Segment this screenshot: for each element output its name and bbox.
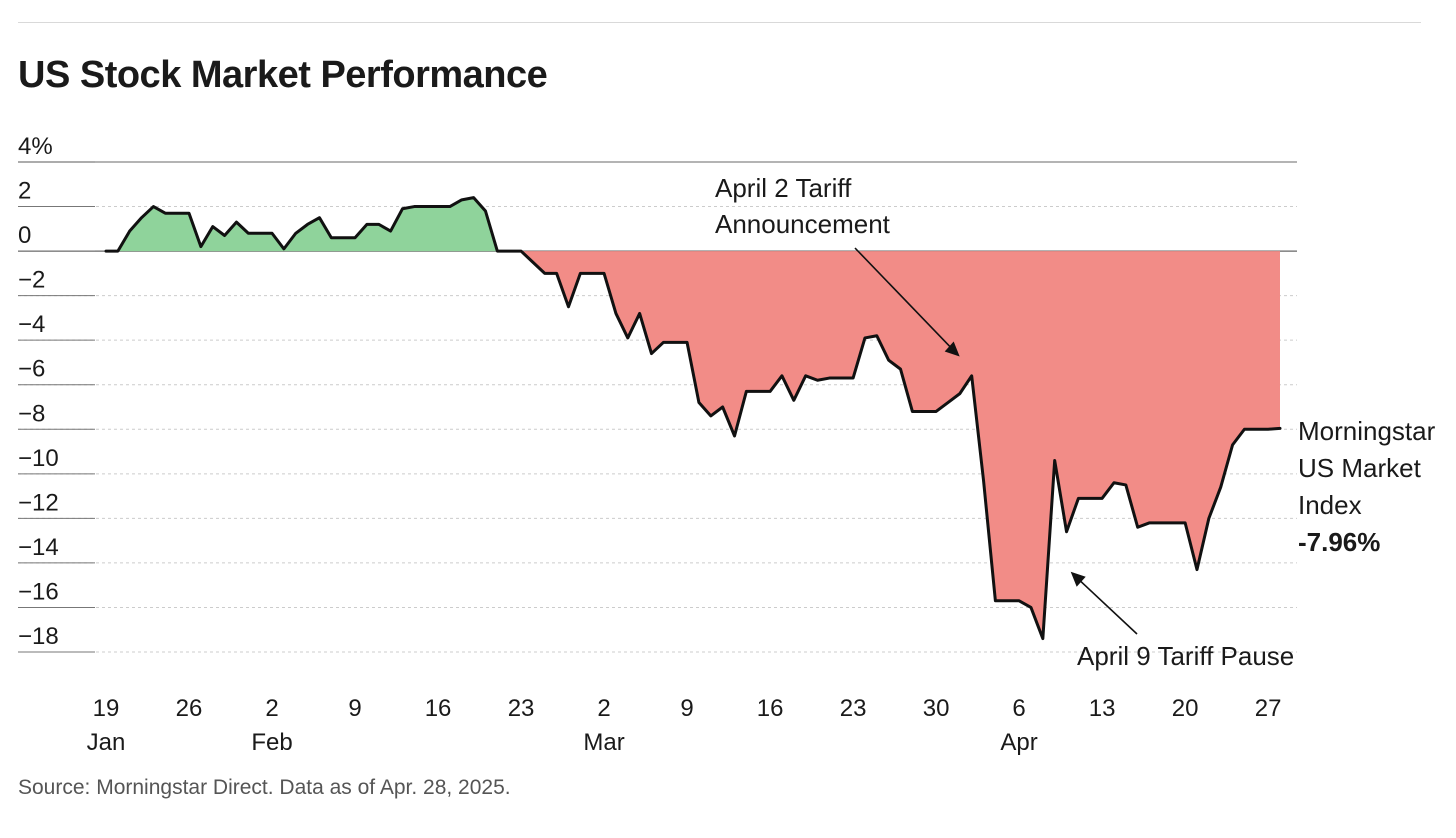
ytick-label: −10 xyxy=(18,445,59,472)
ytick-label: −18 xyxy=(18,623,59,650)
xtick-day-label: 26 xyxy=(176,695,203,722)
annotation-tariff-announcement: April 2 Tariff xyxy=(715,173,852,203)
annotation-arrowhead xyxy=(944,341,960,357)
annotation-arrow-line xyxy=(1074,575,1138,635)
xtick-month-label: Jan xyxy=(87,729,126,756)
top-rule xyxy=(18,22,1421,23)
annotation-arrowhead xyxy=(1070,571,1086,587)
positive-area xyxy=(106,197,522,252)
xtick-month-label: Feb xyxy=(251,729,292,756)
annotation-tariff-pause: April 9 Tariff Pause xyxy=(1077,641,1294,671)
xtick-day-label: 6 xyxy=(1012,695,1025,722)
ytick-label: −14 xyxy=(18,534,59,561)
ytick-label: −16 xyxy=(18,578,59,605)
xtick-day-label: 13 xyxy=(1089,695,1116,722)
ytick-label: −6 xyxy=(18,356,45,383)
chart-title: US Stock Market Performance xyxy=(18,54,548,96)
xtick-day-label: 20 xyxy=(1172,695,1199,722)
xtick-day-label: 30 xyxy=(923,695,950,722)
xtick-day-label: 19 xyxy=(93,695,120,722)
ytick-label: −8 xyxy=(18,400,45,427)
ytick-label: −12 xyxy=(18,489,59,516)
xtick-day-label: 27 xyxy=(1255,695,1282,722)
source-note: Source: Morningstar Direct. Data as of A… xyxy=(18,776,511,799)
xtick-day-label: 9 xyxy=(348,695,361,722)
xtick-month-label: Mar xyxy=(583,729,624,756)
negative-area xyxy=(106,251,1280,639)
annotation-arrow-line xyxy=(854,247,957,354)
xtick-day-label: 23 xyxy=(840,695,867,722)
ytick-label: 0 xyxy=(18,222,31,249)
end-series-label: US Market xyxy=(1298,453,1422,483)
end-value-label: -7.96% xyxy=(1298,527,1380,557)
end-series-label: Morningstar xyxy=(1298,416,1436,446)
xtick-day-label: 16 xyxy=(757,695,784,722)
xtick-day-label: 2 xyxy=(265,695,278,722)
ytick-label: −2 xyxy=(18,267,45,294)
xtick-day-label: 23 xyxy=(508,695,535,722)
xtick-month-label: Apr xyxy=(1000,729,1037,756)
series-line xyxy=(104,196,1282,641)
annotation-tariff-announcement: Announcement xyxy=(715,209,891,239)
xtick-day-label: 2 xyxy=(597,695,610,722)
end-series-label: Index xyxy=(1298,490,1362,520)
ytick-label: 4% xyxy=(18,133,53,160)
xtick-day-label: 16 xyxy=(425,695,452,722)
xtick-day-label: 9 xyxy=(680,695,693,722)
ytick-label: −4 xyxy=(18,311,45,338)
ytick-label: 2 xyxy=(18,178,31,205)
